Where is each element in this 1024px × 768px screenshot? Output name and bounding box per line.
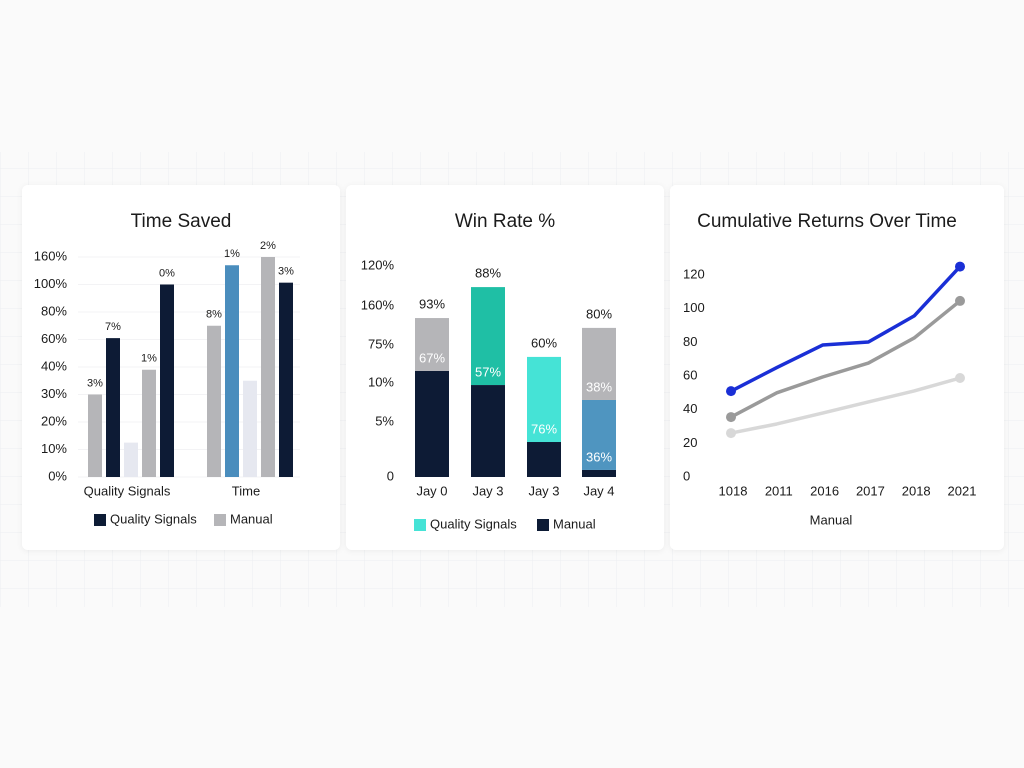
legend-swatch (537, 519, 549, 531)
legend-swatch (214, 514, 226, 526)
y-tick-label: 60% (41, 331, 67, 346)
bar (142, 369, 156, 477)
segment-annotation: 57% (475, 364, 501, 379)
bar (160, 284, 174, 477)
y-tick-label: 75% (368, 336, 394, 351)
segment-annotation: 38% (586, 379, 612, 394)
card (670, 185, 1004, 550)
y-tick-label: 60 (683, 367, 697, 382)
chart-title: Time Saved (131, 211, 232, 232)
segment-annotation: 67% (419, 350, 445, 365)
x-tick-label: Jay 3 (528, 483, 559, 498)
legend-swatch (94, 514, 106, 526)
y-tick-label: 160% (361, 297, 395, 312)
x-tick-label: Jay 0 (416, 483, 447, 498)
legend-label: Quality Signals (110, 511, 197, 526)
bar-segment (527, 356, 561, 443)
x-tick-label: 2011 (765, 483, 793, 498)
point (955, 261, 965, 272)
bar-segment (471, 385, 505, 477)
point (955, 295, 965, 306)
bar-segment (415, 370, 449, 477)
legend-swatch (414, 519, 426, 531)
bar-segment (582, 469, 616, 477)
y-tick-label: 10% (41, 441, 67, 456)
bar-segment (582, 399, 616, 470)
chart-title: Win Rate % (455, 211, 555, 232)
x-tick-label: Jay 4 (583, 483, 614, 498)
bar (124, 442, 138, 477)
y-tick-label: 100 (683, 300, 705, 315)
legend-label: Manual (230, 511, 273, 526)
y-tick-label: 40 (683, 401, 697, 416)
legend-label: Quality Signals (430, 516, 517, 531)
total-annotation: 88% (475, 266, 501, 281)
segment-annotation: 76% (531, 421, 557, 436)
y-tick-label: 80 (683, 334, 697, 349)
x-tick-label: Jay 3 (472, 483, 503, 498)
x-axis-label: Manual (810, 512, 853, 527)
bar (261, 257, 275, 477)
y-tick-label: 10% (368, 374, 394, 389)
bar (225, 265, 239, 477)
bar (106, 338, 120, 477)
y-tick-label: 0% (48, 468, 67, 483)
total-annotation: 60% (531, 335, 557, 350)
y-tick-label: 30% (41, 386, 67, 401)
bar-annotation: 8% (206, 309, 222, 321)
x-tick-label: 2021 (948, 483, 977, 498)
point (726, 428, 736, 439)
bar (243, 380, 257, 477)
bar-annotation: 1% (141, 353, 157, 365)
total-annotation: 93% (419, 296, 445, 311)
bar-segment (582, 327, 616, 400)
bar-annotation: 2% (260, 240, 276, 252)
bar-annotation: 0% (159, 267, 175, 279)
y-tick-label: 100% (34, 276, 68, 291)
y-tick-label: 160% (34, 248, 68, 263)
x-tick-label: Time (232, 483, 260, 498)
y-tick-label: 80% (41, 303, 67, 318)
bar-annotation: 3% (278, 266, 294, 278)
line (730, 376, 961, 435)
line (730, 265, 962, 393)
point (726, 412, 736, 423)
bar-annotation: 3% (87, 377, 103, 389)
y-tick-label: 20% (41, 413, 67, 428)
point (955, 373, 965, 384)
segment-annotation: 36% (586, 449, 612, 464)
x-tick-label: 2018 (902, 483, 931, 498)
x-tick-label: 2016 (810, 483, 839, 498)
y-tick-label: 5% (375, 413, 394, 428)
y-tick-label: 120 (683, 266, 705, 281)
bar-annotation: 7% (105, 321, 121, 333)
y-tick-label: 120% (361, 257, 395, 272)
x-tick-label: Quality Signals (84, 483, 171, 498)
y-tick-label: 0 (387, 468, 394, 483)
point (726, 386, 736, 397)
y-tick-label: 40% (41, 358, 67, 373)
bar-segment (527, 442, 561, 477)
x-tick-label: 1018 (719, 483, 748, 498)
bar-segment (415, 318, 449, 371)
x-tick-label: 2017 (856, 483, 885, 498)
bar (279, 282, 293, 477)
y-tick-label: 20 (683, 435, 697, 450)
total-annotation: 80% (586, 306, 612, 321)
bar-segment (471, 287, 505, 386)
bar (88, 394, 102, 477)
y-tick-label: 0 (683, 468, 690, 483)
legend-label: Manual (553, 516, 596, 531)
bar-annotation: 1% (224, 248, 240, 260)
bar (207, 325, 221, 477)
chart-title: Cumulative Returns Over Time (697, 211, 957, 232)
line (730, 299, 962, 419)
